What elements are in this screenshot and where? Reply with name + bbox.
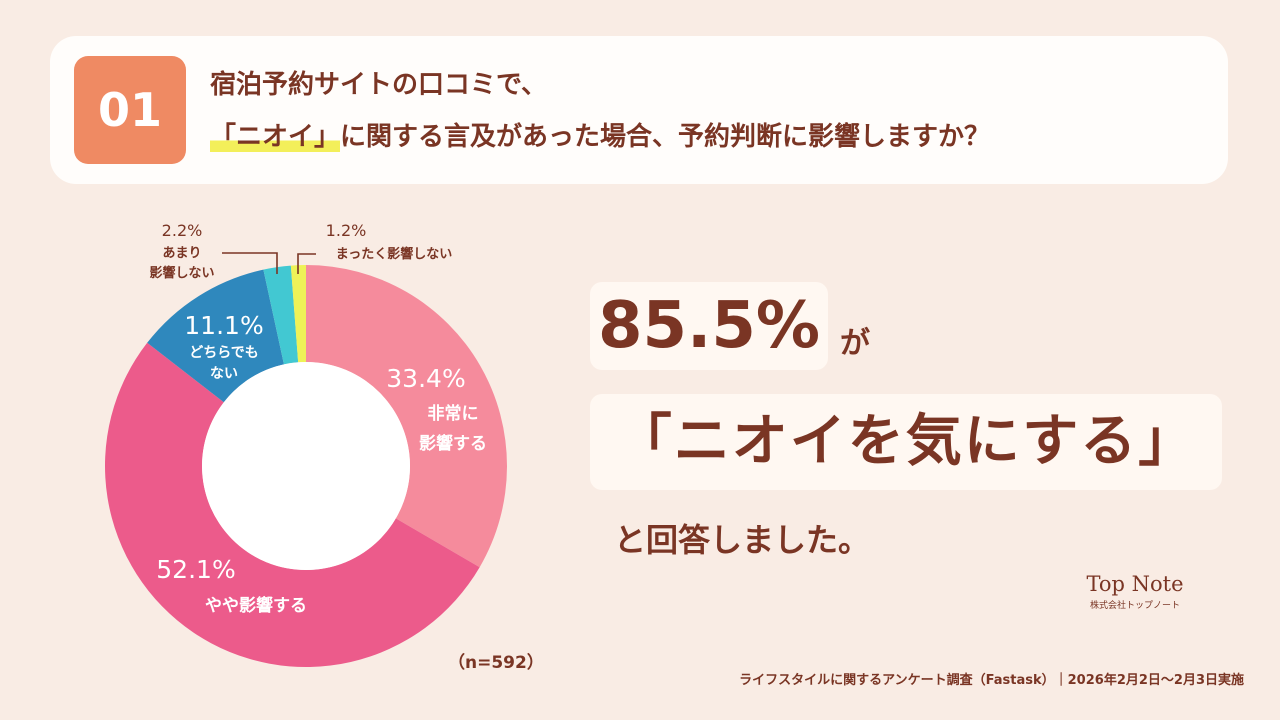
slice-never xyxy=(290,265,306,363)
leader-line-seldom xyxy=(222,252,278,274)
label-text-seldom-1: あまり xyxy=(162,246,201,261)
question-card: 01 宿泊予約サイトの口コミで、 「ニオイ」に関する言及があった場合、予約判断に… xyxy=(50,36,1228,184)
question-line-2: 「ニオイ」に関する言及があった場合、予約判断に影響しますか？ xyxy=(210,116,990,153)
label-text-neutral-2: ない xyxy=(210,366,238,382)
sample-size: （n=592） xyxy=(448,653,544,673)
label-text-never: まったく影響しない xyxy=(336,246,452,262)
label-pct-somewhat: 52.1% xyxy=(156,555,235,584)
slice-neutral xyxy=(147,269,284,403)
question-line-1: 宿泊予約サイトの口コミで、 xyxy=(210,70,547,100)
label-text-somewhat: やや影響する xyxy=(205,595,307,616)
label-pct-never: 1.2% xyxy=(326,221,367,240)
label-text-very-2: 影響する xyxy=(419,433,487,454)
question-highlight: 「ニオイ」 xyxy=(210,122,341,152)
logo-main-text: Top Note xyxy=(1086,572,1184,596)
logo-sub-text: 株式会社トップノート xyxy=(1089,601,1180,611)
survey-footer: ライフスタイルに関するアンケート調査（Fastask）｜2026年2月2日〜2月… xyxy=(739,673,1244,688)
slice-somewhat xyxy=(104,342,480,668)
label-pct-very: 33.4% xyxy=(386,364,465,393)
label-pct-seldom: 2.2% xyxy=(162,221,203,240)
slice-seldom xyxy=(263,265,299,365)
label-pct-neutral: 11.1% xyxy=(184,311,263,340)
question-number-badge: 01 xyxy=(74,56,186,164)
donut-hole xyxy=(202,362,410,570)
slice-very xyxy=(306,265,507,568)
company-logo: Top Note 株式会社トップノート xyxy=(1080,572,1190,611)
result-quote: 「ニオイを気にする」 xyxy=(590,394,1222,490)
label-text-seldom-2: 影響しない xyxy=(149,265,214,281)
result-percentage: 85.5% xyxy=(590,282,828,370)
label-text-neutral-1: どちらでも xyxy=(189,345,259,361)
result-particle: が xyxy=(840,326,870,361)
leader-line-never xyxy=(297,253,316,274)
question-line-2-rest: に関する言及があった場合、予約判断に影響しますか？ xyxy=(340,122,991,152)
label-text-very-1: 非常に xyxy=(428,403,479,424)
result-answered: と回答しました。 xyxy=(614,521,871,559)
